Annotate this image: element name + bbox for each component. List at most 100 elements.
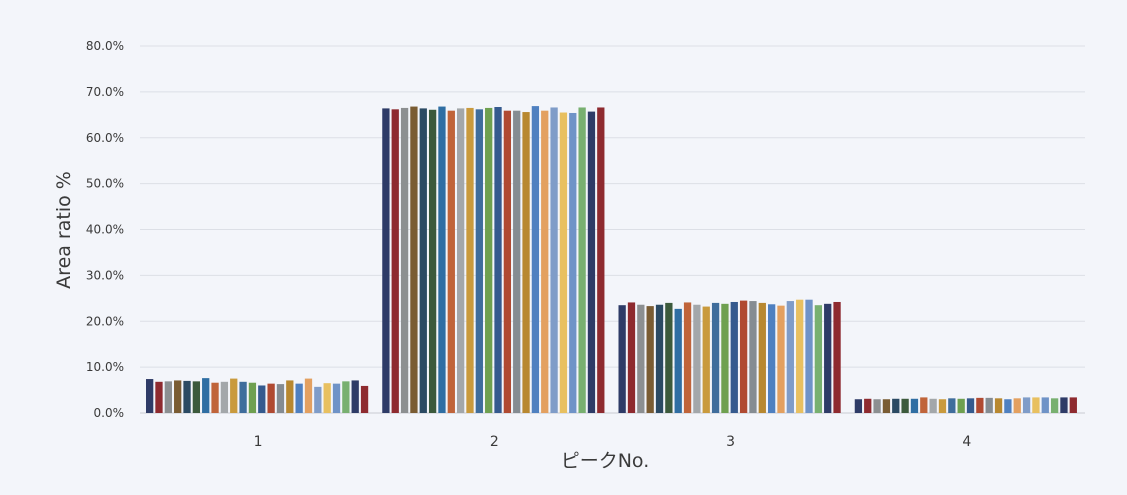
bar [569,112,577,413]
bar [304,378,313,413]
bar [202,378,210,413]
bar [400,107,409,414]
bar [220,381,229,413]
bar [258,385,266,413]
bar [466,107,474,414]
bar [854,399,863,413]
bar [739,300,748,413]
bar [1004,399,1012,413]
bar [1022,397,1031,413]
bar [674,308,682,413]
bars [146,106,1077,414]
bar [295,383,303,413]
bar [587,111,596,413]
y-tick-label: 70.0% [86,85,124,99]
bar [239,381,247,413]
bar [457,108,465,413]
x-tick-label: 4 [962,434,971,450]
bar [541,110,549,414]
bar [721,303,729,413]
bar [531,106,540,413]
bar [683,302,692,413]
bar [475,109,483,413]
gridlines [140,45,1085,414]
bar [948,398,956,413]
bar [758,302,766,413]
bar [1032,397,1040,413]
bar [1050,398,1059,413]
bar [332,383,341,413]
bar [976,397,984,413]
bar [901,398,909,413]
bar [276,384,285,413]
y-axis-label: Area ratio % [53,171,75,289]
bar [966,398,975,413]
bar [314,386,322,413]
bar [164,381,172,413]
x-axis-label: ピークNo. [561,450,650,472]
bar [957,398,965,413]
bar [342,381,350,413]
bar [522,112,530,413]
bar [618,305,626,413]
bar [230,378,238,413]
bar [627,302,636,413]
y-tick-labels: 0.0% 10.0% 20.0% 30.0% 40.0% 50.0% 60.0% 70.0% 8… [86,39,124,420]
bar [833,301,841,413]
y-tick-label: 0.0% [94,406,125,420]
x-tick-label: 3 [726,434,735,450]
x-tick-label: 2 [490,434,499,450]
y-tick-label: 20.0% [86,314,124,328]
bar [768,304,776,413]
bar [814,305,823,413]
x-tick-label: 1 [254,434,263,450]
bar [1041,397,1049,413]
bar [864,398,872,413]
y-tick-label: 80.0% [86,39,124,53]
bar [597,107,605,413]
bar [267,383,275,413]
bar [665,302,673,413]
bar [824,303,832,413]
bar [428,109,437,414]
bar [155,381,163,413]
bar [578,107,586,413]
bar [146,379,154,413]
bar [655,304,664,413]
bar [873,399,881,413]
y-tick-label: 40.0% [86,223,124,237]
bar [702,306,710,413]
y-tick-label: 50.0% [86,177,124,191]
y-tick-label: 30.0% [86,268,124,282]
bar [360,385,369,413]
bar [410,106,418,413]
bar [938,399,947,413]
bar [183,380,191,413]
bar [550,107,558,413]
bar [994,398,1003,413]
bar [796,299,804,413]
bar [419,108,427,413]
bar [438,106,446,413]
bar [513,110,521,414]
bar [910,398,919,413]
bar [786,301,794,413]
y-tick-label: 10.0% [86,360,124,374]
bar [805,299,813,413]
bar [882,399,891,413]
bar [192,381,201,413]
bar [248,382,257,413]
bar [646,306,654,413]
bar [637,304,645,413]
bar [920,397,928,413]
bar [494,107,502,413]
bar [730,301,738,413]
bar [559,112,568,414]
bar [286,380,294,413]
bar [211,382,219,413]
bar [174,380,182,413]
bar [892,398,900,413]
y-tick-label: 60.0% [86,131,124,145]
